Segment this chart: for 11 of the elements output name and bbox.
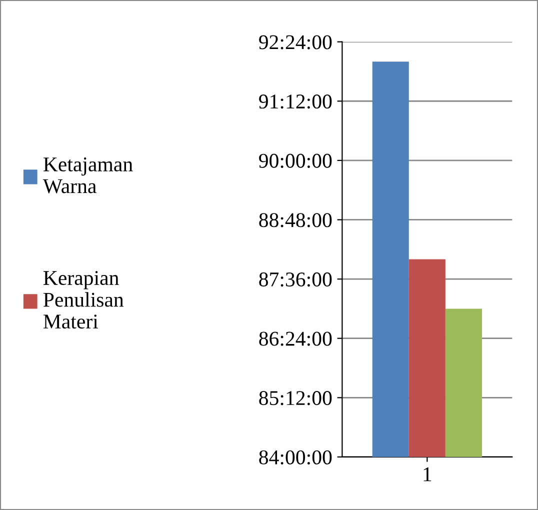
y-tick-label: 87:36:00 xyxy=(259,272,332,287)
y-tick-label: 86:24:00 xyxy=(259,332,332,346)
x-tick-label: 1 xyxy=(424,467,432,482)
y-tick-label: 88:48:00 xyxy=(259,213,332,228)
y-tick-label: 92:24:00 xyxy=(259,35,332,50)
legend-label: Kerapian Penulisan Materi xyxy=(43,271,124,329)
y-tick-label: 91:12:00 xyxy=(259,94,332,109)
y-tick-label: 90:00:00 xyxy=(259,154,332,168)
y-tick-label: 85:12:00 xyxy=(259,391,332,406)
y-tick-label: 84:00:00 xyxy=(259,450,332,464)
legend-label: Ketajaman Warna xyxy=(42,157,133,194)
